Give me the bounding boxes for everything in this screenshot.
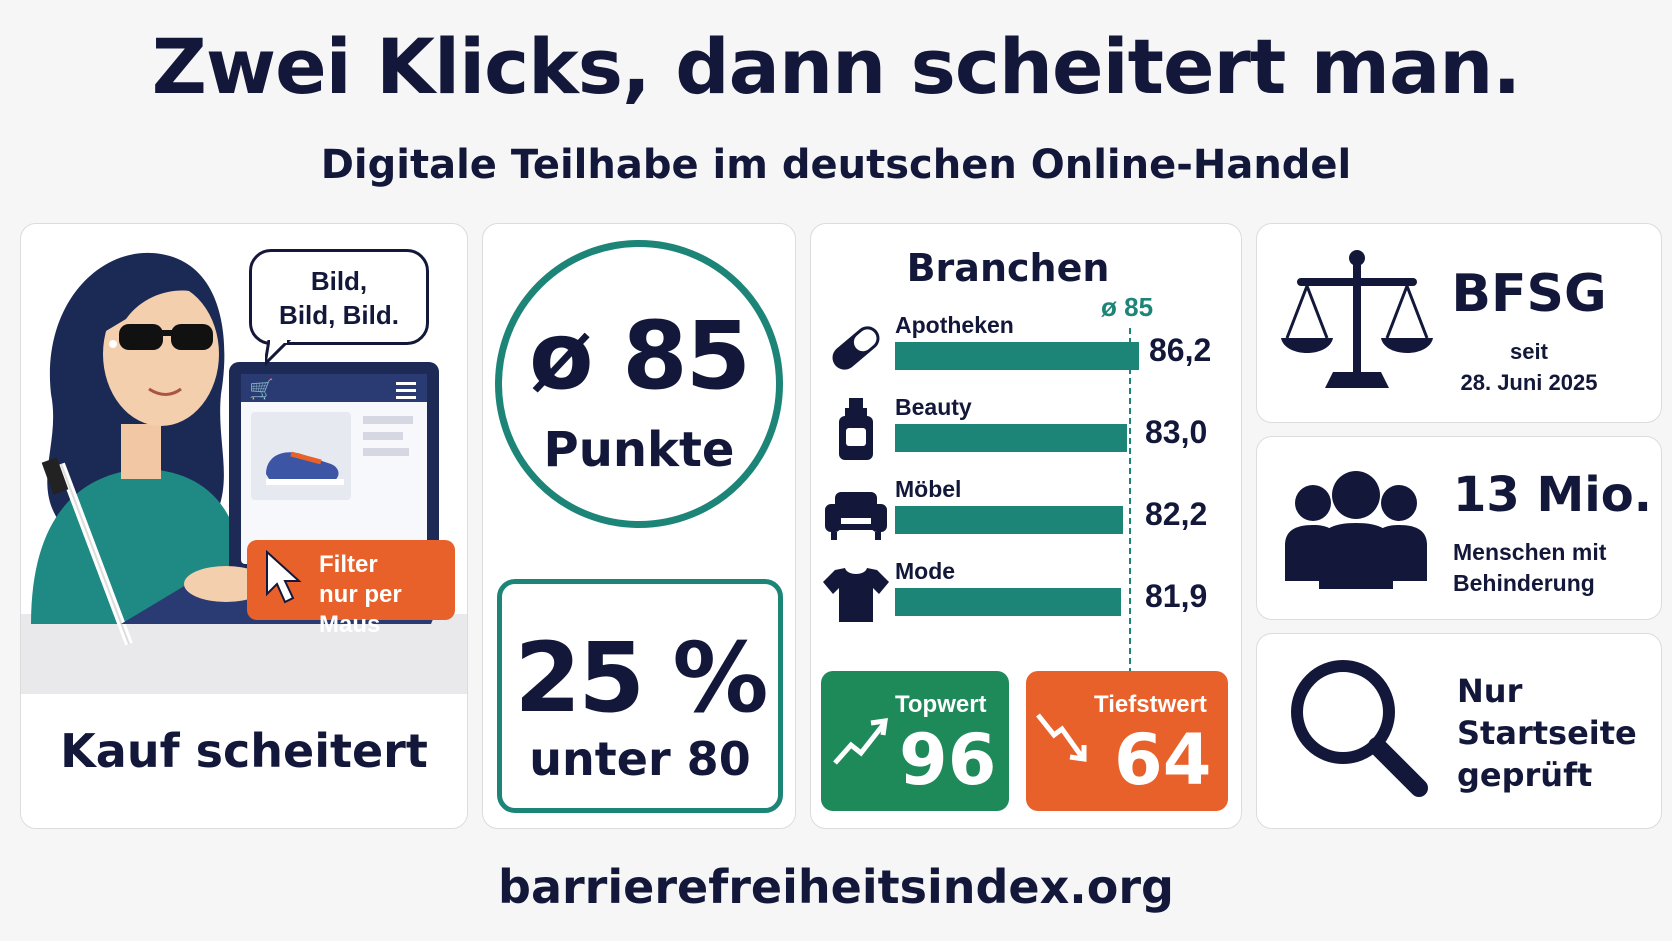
- speech-line-2: Bild, Bild.: [279, 300, 399, 330]
- law-panel: BFSG seit 28. Juni 2025: [1256, 223, 1662, 423]
- bubble-tail: [265, 340, 292, 366]
- svg-text:🛒: 🛒: [249, 377, 274, 401]
- bottle-icon: [839, 398, 873, 460]
- people-line-1: Menschen mit: [1453, 539, 1607, 565]
- branche-row: Beauty 83,0: [811, 394, 1243, 474]
- average-score-unit: Punkte: [543, 422, 735, 478]
- average-score-value: ø 85: [528, 302, 751, 411]
- trend-down-icon: [1036, 713, 1087, 762]
- law-date: 28. Juni 2025: [1460, 370, 1598, 395]
- cursor-arrow-icon: [266, 550, 302, 604]
- scenario-panel: 🛒 Bild, Bild, Bild. Filter nur per Maus …: [20, 223, 468, 829]
- branche-bar: [895, 342, 1139, 370]
- top-value-label: Topwert: [895, 691, 987, 718]
- scales-of-justice-icon: [1281, 250, 1433, 388]
- law-name: BFSG: [1451, 264, 1607, 324]
- branche-name: Apotheken: [895, 312, 1014, 338]
- share-below-80-box: 25 % unter 80: [497, 579, 783, 813]
- average-score-circle: ø 85 Punkte: [495, 240, 783, 528]
- branche-bar: [895, 588, 1121, 616]
- speech-line-1: Bild,: [310, 266, 368, 296]
- magnifier-icon: [1291, 660, 1428, 797]
- average-marker-label: ø 85: [1101, 292, 1154, 322]
- law-effective-date: seit 28. Juni 2025: [1429, 336, 1629, 398]
- tshirt-icon: [823, 568, 889, 622]
- branche-value: 81,9: [1145, 578, 1208, 614]
- scenario-caption: Kauf scheitert: [60, 724, 428, 778]
- branchen-panel: Branchen ø 85 Apotheken 86,2 Beauty 83,0: [810, 223, 1242, 829]
- page-subtitle: Digitale Teilhabe im deutschen Online-Ha…: [320, 142, 1352, 188]
- score-panel: ø 85 Punkte 25 % unter 80: [482, 223, 796, 829]
- top-value-box: Topwert 96: [821, 671, 1009, 811]
- branche-bar: [895, 424, 1127, 452]
- people-line-2: Behinderung: [1453, 570, 1595, 596]
- branche-row: Apotheken 86,2: [811, 312, 1243, 392]
- share-label: unter 80: [529, 732, 751, 786]
- low-value-label: Tiefstwert: [1094, 691, 1207, 718]
- branche-name: Mode: [895, 558, 956, 584]
- branche-name: Beauty: [895, 394, 972, 420]
- branche-bar: [895, 506, 1123, 534]
- top-value-number: 96: [899, 719, 997, 801]
- pill-icon: [832, 326, 880, 370]
- branche-value: 86,2: [1149, 332, 1212, 368]
- scope-line-1: Nur: [1457, 672, 1523, 710]
- scope-line-3: geprüft: [1457, 756, 1593, 794]
- trend-up-icon: [833, 718, 888, 765]
- branche-value: 83,0: [1145, 414, 1208, 450]
- low-value-box: Tiefstwert 64: [1026, 671, 1228, 811]
- filter-warning-badge: Filter nur per Maus: [247, 540, 455, 638]
- page-title: Zwei Klicks, dann scheitert man.: [151, 22, 1521, 111]
- branchen-title: Branchen: [906, 246, 1110, 290]
- filter-line-1: Filter: [319, 551, 378, 578]
- scope-note: Nur Startseite geprüft: [1457, 670, 1637, 796]
- people-count: 13 Mio.: [1453, 467, 1652, 523]
- law-since-label: seit: [1510, 339, 1548, 364]
- filter-line-2: nur per Maus: [319, 581, 402, 638]
- people-panel: 13 Mio. Menschen mit Behinderung: [1256, 436, 1662, 620]
- low-value-number: 64: [1114, 719, 1212, 801]
- sofa-icon: [825, 492, 887, 540]
- share-value: 25 %: [514, 622, 768, 734]
- footer-url[interactable]: barrierefreiheitsindex.org: [498, 860, 1174, 914]
- branche-row: Mode 81,9: [811, 558, 1243, 638]
- speech-bubble: Bild, Bild, Bild.: [249, 249, 429, 345]
- branche-row: Möbel 82,2: [811, 476, 1243, 556]
- branche-value: 82,2: [1145, 496, 1208, 532]
- people-description: Menschen mit Behinderung: [1453, 537, 1606, 599]
- branche-name: Möbel: [895, 476, 962, 502]
- scope-line-2: Startseite: [1457, 714, 1637, 752]
- average-marker-line: [1129, 328, 1131, 684]
- scope-panel: Nur Startseite geprüft: [1256, 633, 1662, 829]
- people-group-icon: [1285, 471, 1427, 589]
